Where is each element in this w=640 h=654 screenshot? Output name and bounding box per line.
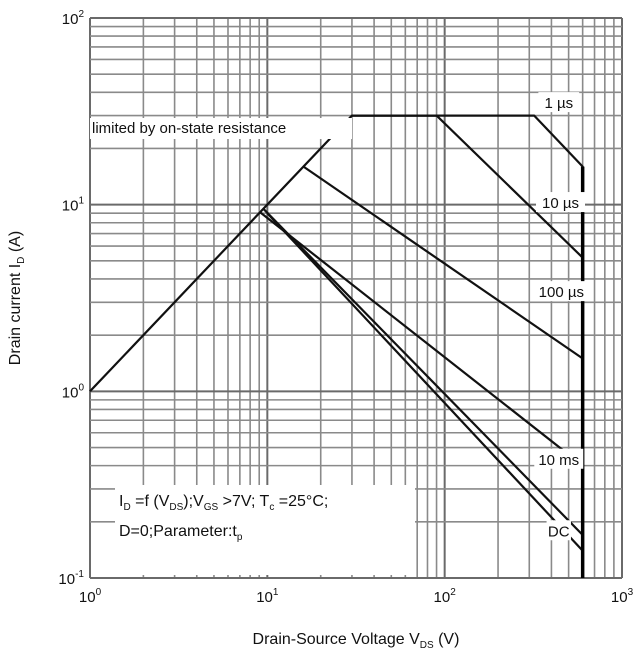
plot-curves [89, 114, 585, 578]
limit-annotation-bg [90, 118, 352, 139]
series-line-10-ms [259, 211, 584, 467]
series-labels: 1 µs 10 µs 100 µs 10 ms DC [532, 92, 590, 541]
limit-annotation: limited by on-state resistance [92, 120, 286, 137]
x-tick-label: 103 [611, 587, 634, 606]
series-label-bg [536, 192, 586, 213]
series-label: 10 ms [538, 452, 579, 469]
x-tick-label: 101 [256, 587, 279, 606]
series-line-100-µs [302, 165, 584, 360]
series-line-DC [266, 212, 584, 552]
series-line-10-µs [351, 114, 584, 259]
series-label-bg [534, 448, 584, 469]
series-label-bg [538, 92, 580, 113]
series-line-unnamed-4 [262, 208, 584, 536]
y-axis-label: Drain current ID (A) [7, 231, 27, 365]
x-tick-label: 100 [79, 587, 102, 606]
series-label: DC [548, 523, 570, 540]
conditions-line-1: ID =f (VDS);VGS >7V; Tc =25°C; [119, 493, 329, 514]
y-tick-label: 100 [62, 382, 85, 401]
series-label-bg [532, 281, 590, 302]
x-axis-label: Drain-Source Voltage VDS (V) [253, 631, 460, 651]
y-tick-label: 102 [62, 9, 85, 28]
series-label: 100 µs [539, 284, 584, 301]
conditions-line-2: D=0;Parameter:tp [119, 523, 243, 544]
test-conditions: ID =f (VDS);VGS >7V; Tc =25°C; D=0;Param… [115, 485, 415, 575]
series-label: 10 µs [542, 195, 579, 212]
x-tick-label: 102 [434, 587, 457, 606]
series-label: 1 µs [544, 95, 573, 112]
series-label-bg [546, 520, 571, 541]
plot-grid [89, 17, 623, 579]
y-tick-label: 10-1 [58, 569, 84, 588]
y-tick-label: 101 [62, 196, 85, 215]
